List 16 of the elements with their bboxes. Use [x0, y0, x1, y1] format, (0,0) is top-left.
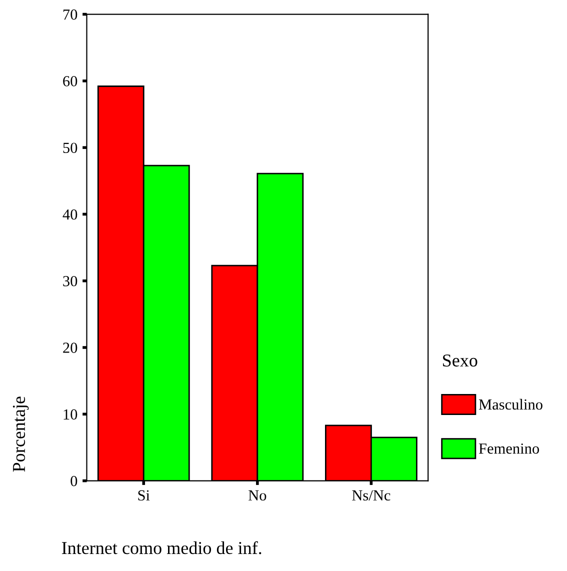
y-tick-label: 40 — [62, 209, 78, 220]
legend-label: Femenino — [478, 443, 540, 454]
y-tick-label: 60 — [63, 76, 78, 86]
x-tick-label: Si — [138, 490, 150, 501]
y-tick-label: 20 — [63, 342, 78, 353]
legend-label: Masculino — [478, 398, 542, 410]
y-tick-label: 30 — [63, 276, 78, 286]
x-axis-title: Internet como medio de inf. — [62, 541, 262, 554]
y-tick-label: 70 — [63, 9, 78, 20]
y-tick-label: 0 — [70, 476, 78, 486]
x-tick-label: Ns/Nc — [352, 490, 390, 501]
x-tick-label: No — [248, 490, 266, 501]
legend-title: Sexo — [443, 354, 478, 367]
y-tick-label: 50 — [63, 142, 78, 154]
y-axis-title: Porcentaje — [12, 396, 29, 472]
y-tick-label: 10 — [64, 409, 78, 420]
